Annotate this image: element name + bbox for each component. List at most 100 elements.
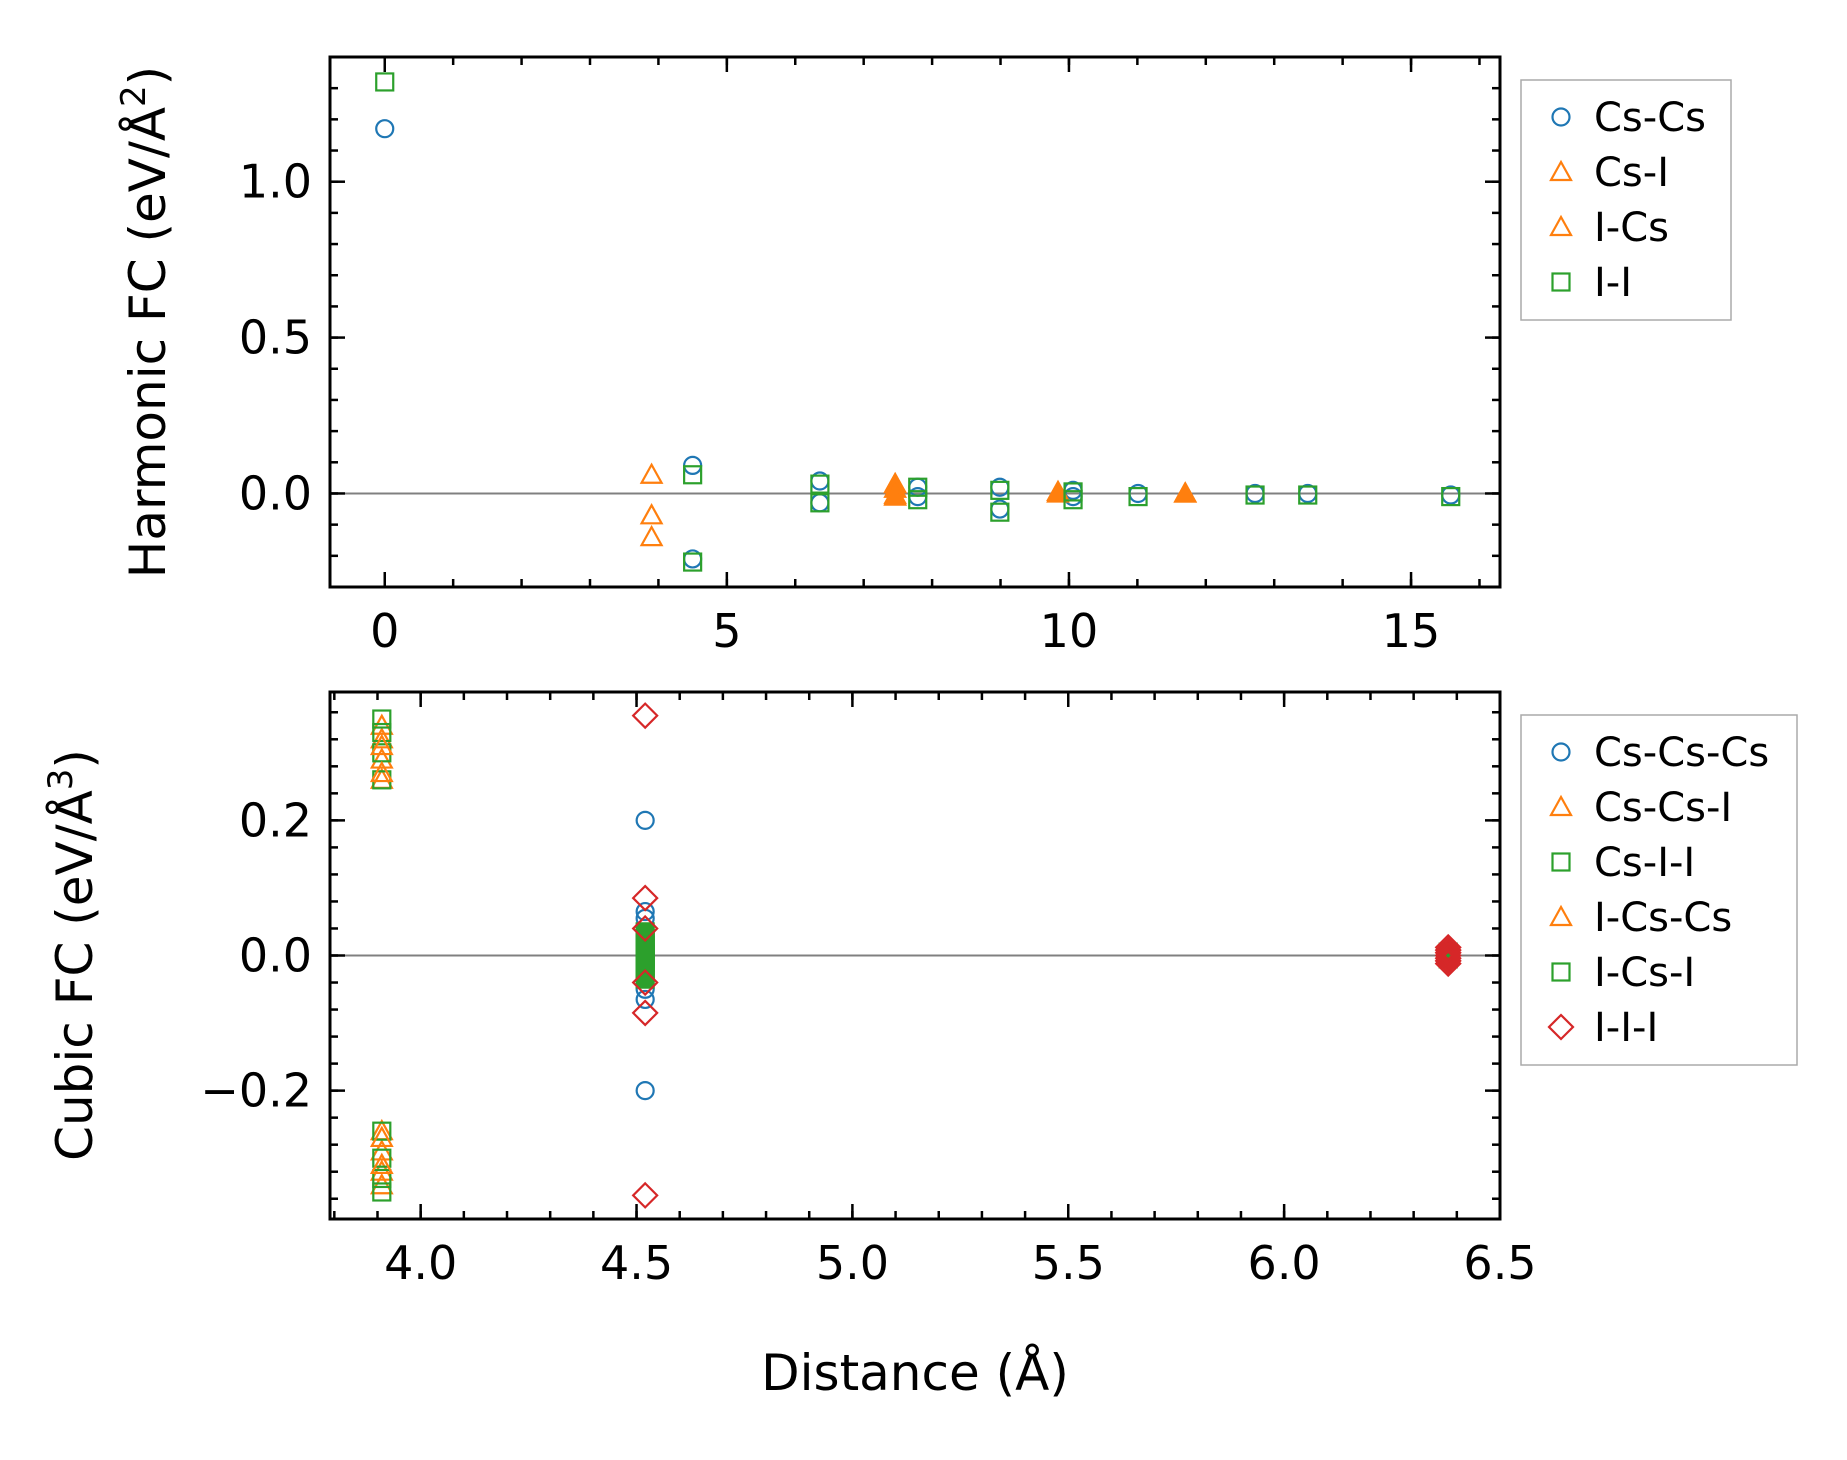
cubic-point-Cs-Cs-Cs <box>635 901 655 922</box>
cubic-point-I-Cs-I <box>635 969 655 989</box>
cubic-legend: Cs-Cs-Cs Cs-Cs-I Cs-I-I I-Cs-Cs I-Cs-I I-I-I <box>1520 714 1798 1066</box>
harmonic-point-I-I <box>990 502 1010 522</box>
cubic-point-Cs-Cs-Cs <box>635 1081 655 1101</box>
harmonic-points <box>375 72 1461 572</box>
cubic-point-I-I-I <box>631 702 659 730</box>
cubic-point-Cs-I-I <box>372 1121 392 1141</box>
harmonic-legend-label: Cs-I <box>1594 150 1669 196</box>
harmonic-point-Cs-Cs <box>810 493 830 513</box>
cubic-x-tick-label: 5.5 <box>1032 1236 1105 1290</box>
cubic-legend-marker <box>1551 962 1571 982</box>
cubic-legend-marker <box>1549 794 1573 817</box>
cubic-point-Cs-I-I <box>372 709 392 729</box>
cubic-point-Cs-I-I <box>372 722 392 743</box>
harmonic-x-tick-label: 5 <box>712 604 741 658</box>
harmonic-point-I-I <box>1245 485 1265 505</box>
cubic-legend-marker <box>1547 1013 1575 1041</box>
cubic-legend-marker <box>1551 742 1571 762</box>
cubic-y-tick-label: 0.2 <box>239 793 312 847</box>
harmonic-point-I-Cs <box>883 482 908 505</box>
harmonic-point-I-I <box>1063 490 1083 510</box>
cubic-point-I-I-I <box>631 999 659 1027</box>
cubic-legend-box <box>1520 714 1798 1066</box>
cubic-point-I-I-I <box>1434 941 1462 970</box>
harmonic-legend-label: Cs-Cs <box>1594 95 1706 141</box>
harmonic-panel: 0 5 10 15 0.0 0.5 1.0 Harmonic FC (eV/Å2) Cs-C… <box>114 55 1732 658</box>
cubic-legend-label: Cs-Cs-Cs <box>1594 730 1769 776</box>
cubic-point-I-I-I <box>1434 939 1462 967</box>
harmonic-point-I-I <box>810 474 830 494</box>
cubic-point-I-I-I <box>631 1181 659 1209</box>
harmonic-point-Cs-Cs <box>375 119 395 139</box>
cubic-point-Cs-Cs-I <box>369 747 394 769</box>
cubic-point-I-I-I <box>1434 944 1462 972</box>
cubic-x-tick-label: 4.0 <box>384 1236 457 1290</box>
harmonic-point-I-I <box>683 465 703 485</box>
cubic-point-Cs-Cs-I <box>369 727 394 749</box>
cubic-point-I-Cs-Cs <box>369 1152 394 1175</box>
harmonic-point-Cs-I <box>639 524 664 547</box>
cubic-y-tick-label: 0.0 <box>239 929 312 983</box>
cubic-legend-marker <box>1549 904 1573 927</box>
harmonic-x-tick-label: 15 <box>1382 604 1441 658</box>
cubic-point-I-I-I <box>1434 933 1462 961</box>
harmonic-point-I-I <box>810 493 830 513</box>
harmonic-legend-box <box>1520 79 1732 321</box>
harmonic-point-I-I <box>683 552 703 572</box>
cubic-point-I-Cs-Cs <box>369 733 394 756</box>
cubic-point-I-I-I <box>1434 950 1462 978</box>
harmonic-legend-label: I-Cs <box>1594 205 1669 251</box>
harmonic-legend-label: I-I <box>1594 260 1632 306</box>
cubic-point-I-I-I <box>631 884 659 912</box>
cubic-point-Cs-I-I <box>372 1182 392 1202</box>
cubic-point-Cs-I-I <box>372 1168 392 1189</box>
harmonic-x-tick-label: 10 <box>1040 604 1099 658</box>
cubic-point-Cs-I-I <box>372 1148 392 1168</box>
cubic-legend-marker <box>1551 852 1571 872</box>
cubic-x-tick-label: 4.5 <box>600 1236 673 1290</box>
cubic-legend-label: Cs-I-I <box>1594 840 1695 886</box>
cubic-panel: 4.0 4.5 5.0 5.5 6.0 6.5 −0.2 0.0 0.2 Cubic FC (e… <box>41 690 1798 1402</box>
cubic-legend-label: Cs-Cs-I <box>1594 785 1732 831</box>
harmonic-point-I-I <box>1298 485 1318 505</box>
cubic-points <box>369 702 1462 1209</box>
cubic-point-I-Cs-Cs <box>369 1125 394 1148</box>
harmonic-point-I-Cs <box>1173 481 1198 503</box>
harmonic-point-I-I <box>908 490 928 510</box>
cubic-x-tick-label: 6.5 <box>1463 1236 1536 1290</box>
harmonic-legend: Cs-Cs Cs-I I-Cs I-I <box>1520 79 1732 321</box>
harmonic-legend-marker <box>1549 214 1573 237</box>
harmonic-point-I-I <box>1128 486 1148 507</box>
harmonic-point-I-I <box>375 72 395 92</box>
harmonic-point-Cs-I <box>639 462 664 484</box>
harmonic-legend-marker <box>1551 272 1571 292</box>
harmonic-y-tick-label: 0.0 <box>239 466 312 520</box>
cubic-x-tick-label: 6.0 <box>1248 1236 1321 1290</box>
harmonic-point-I-I <box>908 477 928 497</box>
cubic-legend-label: I-I-I <box>1594 1005 1658 1051</box>
harmonic-point-I-I <box>990 480 1010 500</box>
cubic-point-Cs-Cs-Cs <box>635 989 655 1010</box>
harmonic-point-Cs-I <box>639 503 664 525</box>
cubic-point-I-I-I <box>1434 936 1462 964</box>
cubic-point-I-I-I <box>631 968 659 997</box>
cubic-point-I-I-I <box>1434 947 1462 975</box>
harmonic-point-I-Cs <box>1046 481 1070 503</box>
cubic-point-I-I-I <box>631 914 659 943</box>
cubic-legend-label: I-Cs-I <box>1594 950 1695 996</box>
harmonic-legend-marker <box>1551 107 1571 127</box>
harmonic-point-I-I <box>1441 486 1461 507</box>
harmonic-y-axis-label: Harmonic FC (eV/Å2) <box>114 66 177 578</box>
harmonic-axes-frame <box>328 55 1502 589</box>
cubic-y-tick-label: −0.2 <box>200 1064 312 1118</box>
cubic-legend-label: I-Cs-Cs <box>1594 895 1732 941</box>
cubic-point-Cs-Cs-Cs <box>635 810 655 830</box>
harmonic-y-tick-label: 1.0 <box>239 155 312 209</box>
cubic-point-Cs-Cs-I <box>369 767 394 789</box>
harmonic-x-tick-label: 0 <box>370 604 399 658</box>
harmonic-legend-marker <box>1549 159 1573 182</box>
harmonic-y-tick-label: 0.5 <box>239 311 312 365</box>
x-axis-label: Distance (Å) <box>761 1344 1069 1402</box>
cubic-point-I-Cs-Cs <box>369 760 394 783</box>
